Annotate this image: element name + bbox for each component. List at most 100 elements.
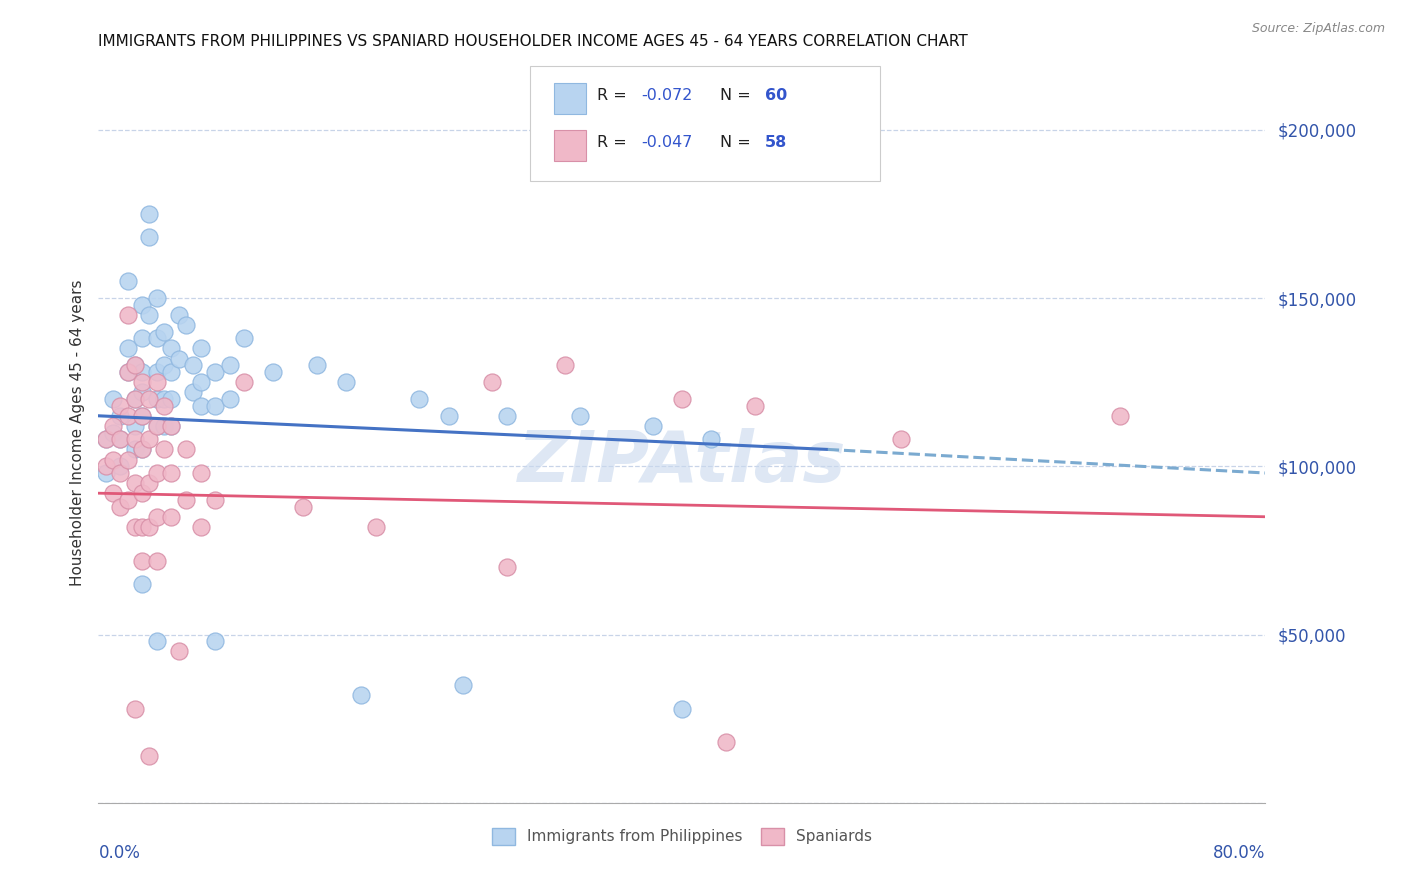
Point [408,392,430,406]
Point [117,342,139,356]
Point [153,442,176,457]
Point [1108,409,1130,423]
Point [554,359,576,373]
Point [146,509,169,524]
Point [160,418,183,433]
Text: 60: 60 [765,88,787,103]
Point [496,560,519,574]
Point [146,466,169,480]
Point [138,476,160,491]
Point [364,520,387,534]
Point [131,375,153,389]
Point [153,399,176,413]
Text: IMMIGRANTS FROM PHILIPPINES VS SPANIARD HOUSEHOLDER INCOME AGES 45 - 64 YEARS CO: IMMIGRANTS FROM PHILIPPINES VS SPANIARD … [98,34,969,49]
Point [174,492,197,507]
Text: -0.072: -0.072 [641,88,692,103]
Point [307,359,329,373]
Point [124,359,146,373]
Point [117,308,139,322]
Point [700,433,723,447]
Text: Source: ZipAtlas.com: Source: ZipAtlas.com [1251,22,1385,36]
Point [138,230,160,244]
Point [110,399,132,413]
Point [131,331,153,345]
Point [94,459,117,474]
Point [146,331,169,345]
Point [131,442,153,457]
Point [124,392,146,406]
Point [190,399,212,413]
Bar [554,83,586,114]
FancyBboxPatch shape [530,66,880,181]
Text: 58: 58 [765,135,787,150]
Point [124,359,146,373]
Point [714,735,737,749]
Point [233,375,256,389]
Point [262,365,284,379]
Point [124,701,146,715]
Point [481,375,503,389]
Point [146,418,169,433]
Point [160,392,183,406]
Point [568,409,591,423]
Point [131,520,153,534]
Point [167,351,190,366]
Point [94,433,117,447]
Point [124,476,146,491]
Point [117,365,139,379]
Point [146,365,169,379]
Point [204,492,226,507]
Point [153,418,176,433]
Point [131,409,153,423]
Point [160,466,183,480]
Point [110,433,132,447]
Text: -0.047: -0.047 [641,135,692,150]
Point [190,342,212,356]
Point [153,359,176,373]
Point [291,500,314,514]
Point [890,433,912,447]
Point [110,500,132,514]
Point [496,409,519,423]
Point [94,433,117,447]
Point [167,644,190,658]
Point [94,466,117,480]
Point [218,359,240,373]
Point [131,385,153,400]
Point [335,375,357,389]
Point [131,577,153,591]
Point [131,365,153,379]
Point [101,418,124,433]
Point [146,291,169,305]
Point [138,392,160,406]
Point [218,392,240,406]
Point [124,520,146,534]
Text: 80.0%: 80.0% [1213,844,1265,862]
Point [117,365,139,379]
Point [117,409,139,423]
Point [160,342,183,356]
Point [190,466,212,480]
Text: ZIPAtlas: ZIPAtlas [517,428,846,497]
Point [138,207,160,221]
Point [101,392,124,406]
Point [138,748,160,763]
Point [101,486,124,500]
Point [181,359,204,373]
Point [124,442,146,457]
Point [181,385,204,400]
Point [101,452,124,467]
Point [146,634,169,648]
Point [153,325,176,339]
Point [131,486,153,500]
Text: N =: N = [720,135,756,150]
Point [138,520,160,534]
Legend: Immigrants from Philippines, Spaniards: Immigrants from Philippines, Spaniards [485,822,879,851]
Point [131,298,153,312]
Point [160,418,183,433]
Point [146,392,169,406]
Point [167,308,190,322]
Point [131,442,153,457]
Point [117,452,139,467]
Point [131,409,153,423]
